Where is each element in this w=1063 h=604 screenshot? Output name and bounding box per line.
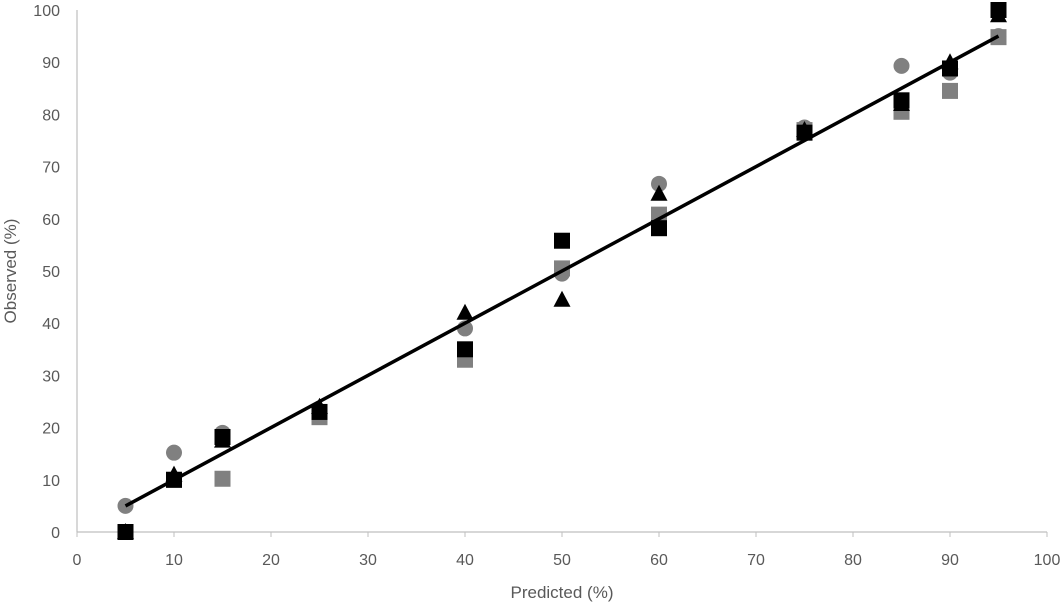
x-tick-label: 20 — [262, 552, 280, 569]
data-point-triangle — [650, 184, 668, 201]
x-axis-title: Predicted (%) — [511, 583, 614, 602]
data-point-square — [117, 524, 134, 540]
x-tick-label: 60 — [650, 552, 668, 569]
data-point-square — [651, 220, 667, 237]
data-point-triangle — [456, 303, 474, 320]
x-tick-label: 100 — [1034, 552, 1061, 569]
data-point-square — [214, 470, 231, 487]
x-tick-label: 30 — [359, 552, 377, 569]
y-tick-label: 20 — [42, 421, 60, 438]
tick-labels: 0 10 20 30 40 50 60 70 80 90 100 0 10 20 30 40 50 60 70 80 9… — [33, 3, 1060, 569]
y-tick-label: 80 — [42, 107, 60, 124]
y-tick-label: 40 — [42, 316, 60, 333]
x-tick-label: 10 — [165, 552, 183, 569]
data-point-circle — [117, 497, 134, 514]
x-tick-label: 40 — [456, 552, 474, 569]
x-tick-label: 80 — [844, 552, 862, 569]
data-point-square — [893, 92, 910, 109]
data-point-triangle — [553, 290, 571, 307]
y-tick-label: 30 — [42, 368, 60, 385]
x-tick-label: 0 — [73, 552, 82, 569]
y-axis-title: Observed (%) — [1, 219, 20, 324]
data-point-circle — [651, 175, 667, 192]
data-point-circle — [166, 444, 182, 461]
y-tick-label: 90 — [42, 55, 60, 72]
trend-line — [124, 34, 1000, 508]
data-point-square — [311, 403, 328, 420]
y-tick-label: 70 — [42, 160, 60, 177]
y-tick-label: 10 — [42, 473, 60, 490]
y-tick-label: 50 — [42, 264, 60, 281]
x-tick-label: 70 — [747, 552, 765, 569]
data-point-square — [214, 428, 231, 445]
data-point-square — [457, 341, 473, 358]
y-tick-label: 100 — [33, 3, 60, 20]
trend-line-layer — [124, 34, 1000, 508]
x-tick-label: 50 — [553, 552, 571, 569]
data-point-square — [942, 82, 958, 99]
data-point-square — [554, 232, 570, 249]
data-point-circle — [893, 57, 910, 74]
data-point-square — [990, 2, 1007, 18]
y-tick-label: 60 — [42, 212, 60, 229]
x-tick-label: 90 — [941, 552, 959, 569]
y-tick-label: 0 — [51, 525, 60, 542]
